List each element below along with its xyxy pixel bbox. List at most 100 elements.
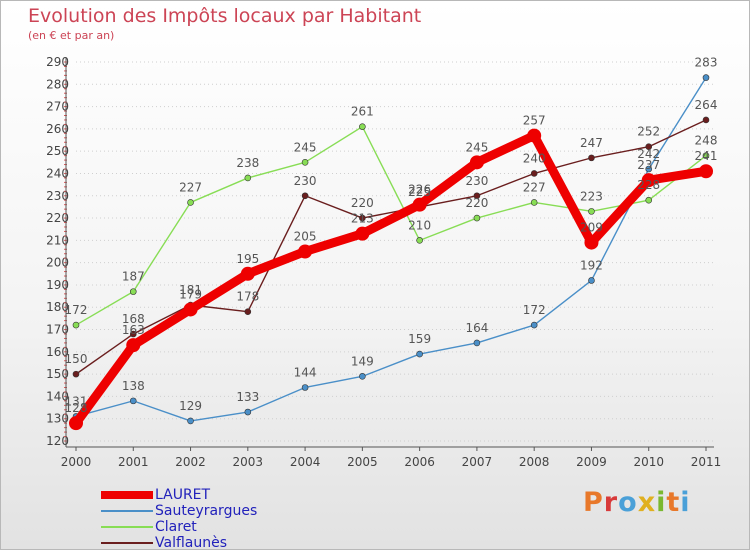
series-line-lauret <box>71 131 711 428</box>
legend-label: Sauteyrargues <box>155 503 258 519</box>
data-label-claret: 187 <box>122 270 145 284</box>
data-label-claret: 261 <box>351 105 374 119</box>
logo-letter: i <box>680 487 691 518</box>
data-label-lauret: 237 <box>637 158 660 172</box>
legend-label: LAURET <box>155 487 211 503</box>
y-tick-label: 230 <box>46 189 69 203</box>
data-label-sauteyrargues: 283 <box>695 56 718 70</box>
data-point-lauret <box>699 164 713 179</box>
x-tick-label: 2002 <box>175 455 206 469</box>
data-point-claret <box>244 174 252 182</box>
data-label-sauteyrargues: 131 <box>65 394 88 408</box>
data-point-lauret <box>126 338 141 353</box>
data-point-sauteyrargues <box>473 339 481 347</box>
legend-swatch <box>101 491 153 499</box>
data-point-sauteyrargues <box>416 350 423 358</box>
data-label-valflaun-s: 150 <box>65 352 88 366</box>
data-label-sauteyrargues: 129 <box>179 399 202 413</box>
data-point-lauret <box>584 235 599 250</box>
data-point-valflaun-s <box>129 330 137 338</box>
data-point-claret <box>72 321 80 329</box>
data-label-lauret: 213 <box>351 212 374 226</box>
data-label-valflaun-s: 225 <box>408 185 431 199</box>
data-point-valflaun-s <box>244 308 252 315</box>
y-tick-label: 280 <box>46 77 69 91</box>
legend-swatch <box>101 542 153 544</box>
y-tick-label: 240 <box>46 166 69 180</box>
y-tick-label: 190 <box>46 278 69 292</box>
data-label-sauteyrargues: 149 <box>351 354 374 368</box>
data-label-sauteyrargues: 159 <box>408 332 431 346</box>
data-point-lauret <box>527 128 542 143</box>
data-point-lauret <box>641 173 656 188</box>
data-point-lauret <box>298 244 313 259</box>
logo-letter: i <box>656 487 667 518</box>
chart-title: Evolution des Impôts locaux par Habitant <box>28 5 422 27</box>
data-label-valflaun-s: 230 <box>294 174 317 188</box>
data-label-claret: 248 <box>695 134 718 148</box>
data-point-sauteyrargues <box>244 408 252 416</box>
data-point-sauteyrargues <box>645 165 653 173</box>
data-point-valflaun-s <box>359 214 366 222</box>
x-tick-label: 2007 <box>462 455 493 469</box>
data-point-sauteyrargues <box>702 74 710 81</box>
x-tick-label: 2001 <box>118 455 149 469</box>
data-label-valflaun-s: 247 <box>580 136 603 150</box>
y-tick-label: 180 <box>46 300 69 314</box>
logo-letter: r <box>603 487 619 518</box>
chart-subtitle: (en € et par an) <box>28 29 115 42</box>
data-label-sauteyrargues: 144 <box>294 365 317 379</box>
data-label-claret: 172 <box>65 303 88 317</box>
logo-letter: t <box>666 487 681 518</box>
data-point-claret <box>359 123 366 130</box>
proxiti-logo: Proxiti <box>583 487 691 518</box>
y-tick-label: 140 <box>46 389 69 403</box>
data-point-claret <box>301 159 309 166</box>
data-label-claret: 227 <box>179 180 202 194</box>
y-tick-label: 150 <box>46 367 69 381</box>
data-point-sauteyrargues <box>129 397 137 405</box>
data-point-claret <box>702 152 710 159</box>
legend-swatch <box>101 526 153 528</box>
data-point-valflaun-s <box>588 154 595 162</box>
x-tick-label: 2005 <box>347 455 378 469</box>
y-tick-label: 120 <box>46 434 69 448</box>
data-point-lauret <box>469 155 484 170</box>
data-point-sauteyrargues <box>301 384 309 391</box>
data-point-claret <box>416 237 423 244</box>
data-label-valflaun-s: 181 <box>179 283 202 297</box>
data-point-valflaun-s <box>702 116 710 124</box>
logo-letter: o <box>618 487 638 518</box>
data-label-lauret: 128 <box>65 401 88 415</box>
data-label-sauteyrargues: 138 <box>122 379 145 393</box>
y-tick-label: 130 <box>46 412 69 426</box>
series-line-claret <box>75 125 707 326</box>
y-tick-label: 200 <box>46 256 69 270</box>
data-label-claret: 220 <box>465 196 488 210</box>
data-label-lauret: 195 <box>236 252 259 266</box>
y-tick-label: 220 <box>46 211 69 225</box>
x-tick-label: 2006 <box>404 455 435 469</box>
x-tick-label: 2011 <box>691 455 722 469</box>
data-label-lauret: 245 <box>465 140 488 154</box>
y-tick-label: 210 <box>46 233 69 247</box>
legend-swatch <box>101 510 153 512</box>
data-point-lauret <box>412 197 427 212</box>
y-tick-label: 170 <box>46 323 69 337</box>
legend-label: Claret <box>155 519 197 535</box>
data-point-valflaun-s <box>301 192 309 200</box>
y-tick-label: 160 <box>46 345 69 359</box>
x-tick-label: 2003 <box>233 455 264 469</box>
data-label-valflaun-s: 230 <box>465 174 488 188</box>
data-label-lauret: 179 <box>179 287 202 301</box>
series-line-sauteyrargues <box>75 76 707 422</box>
x-tick-label: 2010 <box>633 455 664 469</box>
logo-letter: P <box>583 487 604 518</box>
data-point-sauteyrargues <box>530 321 538 329</box>
x-tick-label: 2008 <box>519 455 550 469</box>
data-point-valflaun-s <box>530 170 538 177</box>
data-label-sauteyrargues: 172 <box>523 303 546 317</box>
data-label-claret: 227 <box>523 180 546 194</box>
